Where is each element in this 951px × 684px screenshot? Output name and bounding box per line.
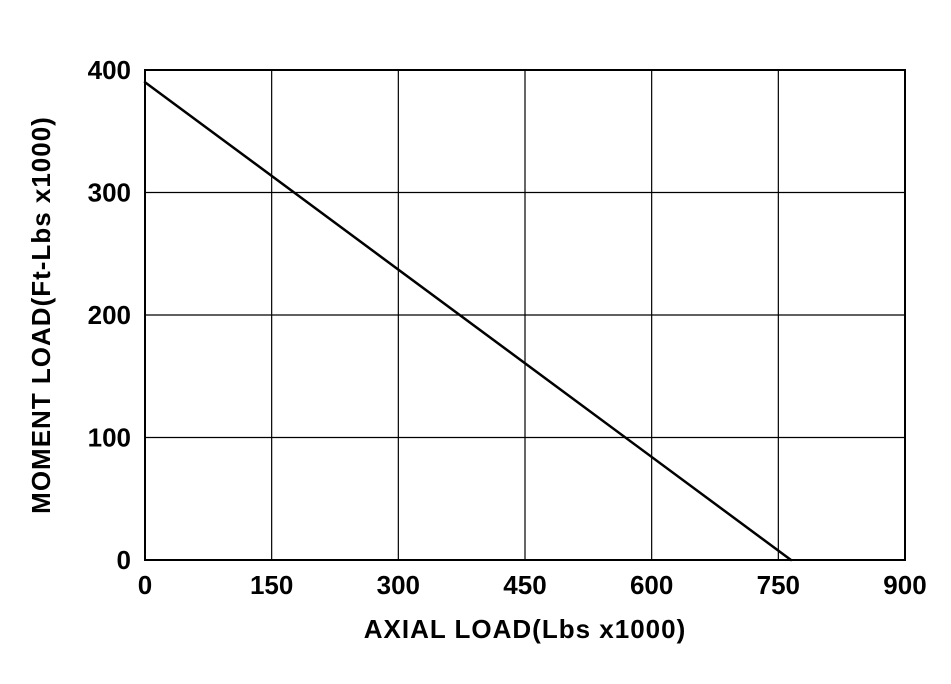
x-tick-label: 450 <box>503 570 546 600</box>
x-tick-label: 0 <box>138 570 152 600</box>
x-tick-label: 900 <box>883 570 926 600</box>
y-tick-label: 200 <box>88 300 131 330</box>
y-tick-label: 300 <box>88 178 131 208</box>
x-tick-label: 600 <box>630 570 673 600</box>
y-tick-label: 100 <box>88 423 131 453</box>
y-axis-label: MOMENT LOAD(Ft-Lbs x1000) <box>26 116 56 514</box>
x-tick-label: 150 <box>250 570 293 600</box>
y-tick-label: 0 <box>117 545 131 575</box>
x-tick-label: 750 <box>757 570 800 600</box>
chart-svg: 0 150 300 450 600 750 900 0 100 200 300 400 AXIAL LO… <box>0 0 951 684</box>
y-tick-label: 400 <box>88 55 131 85</box>
x-axis-label: AXIAL LOAD(Lbs x1000) <box>364 614 686 644</box>
x-tick-label: 300 <box>377 570 420 600</box>
chart-container: 0 150 300 450 600 750 900 0 100 200 300 400 AXIAL LO… <box>0 0 951 684</box>
